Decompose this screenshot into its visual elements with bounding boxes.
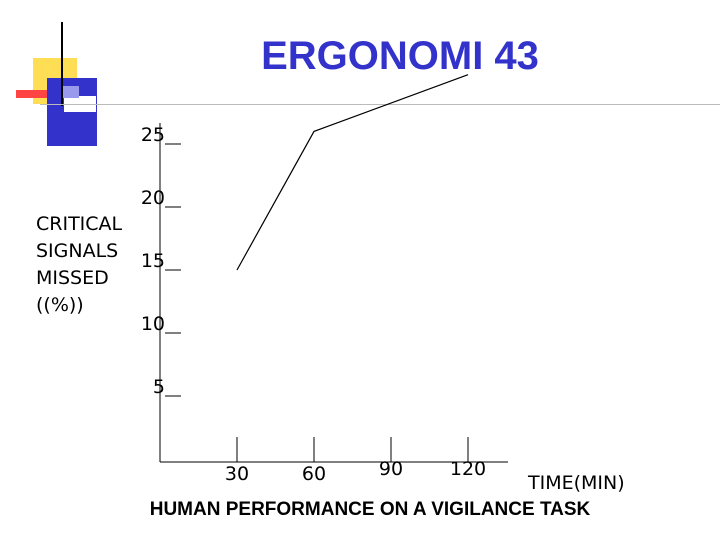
y-axis-label-line: SIGNALS	[36, 240, 119, 262]
y-axis-label: CRITICAL SIGNALS MISSED ((%))	[36, 211, 122, 319]
x-tick-label: 60	[302, 463, 326, 485]
y-axis-label-line: CRITICAL	[36, 213, 123, 235]
chart-caption: HUMAN PERFORMANCE ON A VIGILANCE TASK	[149, 499, 591, 520]
deco-square-lightblue	[63, 86, 79, 98]
y-axis-label-line: MISSED	[36, 267, 109, 289]
deco-vertical-rule	[61, 22, 63, 106]
x-tick-label: 30	[225, 463, 249, 485]
x-tick-label: 120	[450, 458, 486, 480]
y-tick-label: 5	[153, 376, 165, 398]
deco-horizontal-rule	[40, 104, 720, 105]
y-tick-label: 15	[141, 250, 165, 272]
x-axis-label: TIME(MIN)	[528, 472, 625, 494]
y-axis-label-line: ((%))	[36, 294, 84, 316]
y-tick-label: 25	[141, 124, 165, 146]
deco-square-red	[16, 90, 64, 98]
y-tick-label: 20	[141, 187, 165, 209]
y-tick-label: 10	[141, 313, 165, 335]
slide-title: ERGONOMI 43	[261, 34, 539, 78]
x-tick-label: 90	[379, 458, 403, 480]
series-line	[236, 74, 469, 271]
